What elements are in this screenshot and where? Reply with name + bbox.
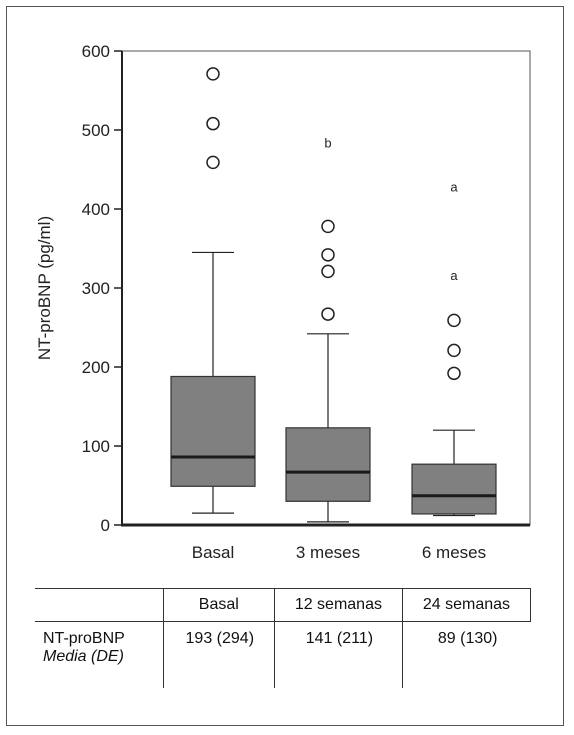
table-row: NT-proBNP Media (DE) 193 (294) 141 (211)… xyxy=(35,621,531,688)
x-tick-label: 3 meses xyxy=(296,543,360,562)
axes: 0 100 200 300 400 500 600 Basal 3 meses 6 meses xyxy=(82,42,530,562)
box-series xyxy=(170,67,497,523)
outlier-point xyxy=(447,366,461,381)
outlier-point xyxy=(321,248,335,262)
x-tick-label: Basal xyxy=(192,543,235,562)
table-cell: 193 (294) xyxy=(162,621,275,688)
y-tick-label: 100 xyxy=(82,437,110,456)
outlier-point xyxy=(206,116,220,131)
table-header-cell: Basal xyxy=(162,588,275,622)
outlier-point xyxy=(321,264,335,279)
outlier-point xyxy=(447,343,461,358)
outlier-point xyxy=(206,67,220,81)
annotations: b a a xyxy=(324,135,458,283)
box xyxy=(170,375,256,487)
table-cell: 141 (211) xyxy=(273,621,403,688)
y-tick-label: 400 xyxy=(82,200,110,219)
box-plot-chart: 0 100 200 300 400 500 600 Basal 3 meses 6 meses b… xyxy=(35,42,531,562)
box xyxy=(285,427,371,502)
y-axis-label: NT-proBNP (pg/ml) xyxy=(35,216,54,360)
outlier-point xyxy=(206,155,220,170)
y-tick-label: 0 xyxy=(101,516,110,535)
row-sublabel-text: Media (DE) xyxy=(43,648,124,665)
summary-table: Basal 12 semanas 24 semanas NT-proBNP Me… xyxy=(35,588,532,688)
table-header-row: Basal 12 semanas 24 semanas xyxy=(35,588,532,622)
table-header-cell: 24 semanas xyxy=(401,588,532,622)
table-cell: 89 (130) xyxy=(401,621,531,688)
box xyxy=(411,463,497,515)
y-tick-label: 500 xyxy=(82,121,110,140)
outlier-point xyxy=(321,307,335,321)
y-tick-label: 300 xyxy=(82,279,110,298)
box-group-3-meses xyxy=(285,219,371,523)
significance-label: a xyxy=(450,268,458,283)
table-header-cell xyxy=(35,588,164,622)
row-label-text: NT-proBNP xyxy=(43,630,125,647)
box-group-basal xyxy=(170,67,256,514)
y-tick-label: 200 xyxy=(82,358,110,377)
significance-label: b xyxy=(324,135,331,150)
figure-frame xyxy=(6,6,564,726)
table-row-label: NT-proBNP Media (DE) xyxy=(35,621,164,688)
box-group-6-meses xyxy=(411,313,497,517)
outlier-point xyxy=(321,219,335,234)
y-tick-label: 600 xyxy=(82,42,110,61)
x-tick-label: 6 meses xyxy=(422,543,486,562)
table-header-cell: 12 semanas xyxy=(273,588,403,622)
outlier-point xyxy=(447,313,461,328)
significance-label: a xyxy=(450,180,458,195)
